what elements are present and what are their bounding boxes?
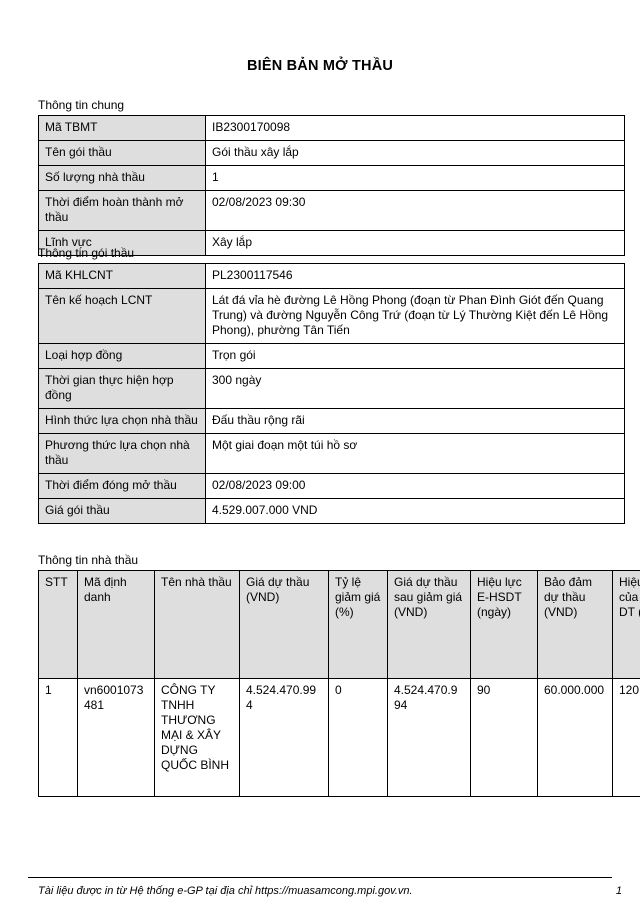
package-info-heading: Thông tin gói thầu bbox=[38, 246, 135, 260]
table-header-row: STT Mã định danh Tên nhà thầu Giá dự thầ… bbox=[38, 570, 640, 679]
table-row: Lĩnh vực Xây lắp bbox=[38, 230, 625, 256]
table-row: Thời điểm hoàn thành mở thầu 02/08/2023 … bbox=[38, 190, 625, 231]
bidder-info-table: STT Mã định danh Tên nhà thầu Giá dự thầ… bbox=[38, 570, 640, 797]
row-label: Phương thức lựa chọn nhà thầu bbox=[38, 433, 206, 474]
table-row: Thời điểm đóng mở thầu 02/08/2023 09:00 bbox=[38, 473, 625, 499]
bidder-info-section: Thông tin nhà thầu STT Mã định danh Tên … bbox=[38, 552, 640, 797]
cell-discount-pct: 0 bbox=[328, 678, 388, 797]
row-label: Lĩnh vực bbox=[38, 230, 206, 256]
row-value: Xây lắp bbox=[205, 230, 625, 256]
row-value: 02/08/2023 09:30 bbox=[205, 190, 625, 231]
row-label: Loại hợp đồng bbox=[38, 343, 206, 369]
table-row: Phương thức lựa chọn nhà thầu Một giai đ… bbox=[38, 433, 625, 474]
row-label: Thời điểm hoàn thành mở thầu bbox=[38, 190, 206, 231]
row-value: 300 ngày bbox=[205, 368, 625, 409]
page-number: 1 bbox=[615, 885, 622, 897]
column-header-stt: STT bbox=[38, 570, 78, 679]
table-row: 1 vn6001073481 CÔNG TY TNHH THƯƠNG MẠI &… bbox=[38, 678, 640, 797]
general-info-table: Mã TBMT IB2300170098 Tên gói thầu Gói th… bbox=[38, 115, 625, 256]
package-info-table: Mã KHLCNT PL2300117546 Tên kế hoạch LCNT… bbox=[38, 263, 625, 524]
table-row: Mã TBMT IB2300170098 bbox=[38, 115, 625, 141]
row-label: Tên gói thầu bbox=[38, 140, 206, 166]
cell-bid-guarantee: 60.000.000 bbox=[537, 678, 613, 797]
row-label: Hình thức lựa chọn nhà thầu bbox=[38, 408, 206, 434]
row-label: Thời điểm đóng mở thầu bbox=[38, 473, 206, 499]
cell-bid-price: 4.524.470.994 bbox=[239, 678, 329, 797]
table-row: Tên kế hoạch LCNT Lát đá vỉa hè đường Lê… bbox=[38, 288, 625, 344]
cell-bidder-name: CÔNG TY TNHH THƯƠNG MẠI & XÂY DỰNG QUỐC … bbox=[154, 678, 240, 797]
row-value: Một giai đoạn một túi hồ sơ bbox=[205, 433, 625, 474]
page-footer: Tài liệu được in từ Hệ thống e-GP tại đị… bbox=[38, 884, 622, 898]
row-value: Đấu thầu rộng rãi bbox=[205, 408, 625, 434]
bidder-info-heading: Thông tin nhà thầu bbox=[38, 553, 139, 567]
table-row: Tên gói thầu Gói thầu xây lắp bbox=[38, 140, 625, 166]
cell-price-after-discount: 4.524.470.994 bbox=[387, 678, 471, 797]
footer-divider bbox=[28, 877, 612, 878]
column-header-ehsdt-validity: Hiệu lực E-HSDT (ngày) bbox=[470, 570, 538, 679]
column-header-guarantee-validity: Hiệu lực của BĐ DT (ngày) bbox=[612, 570, 640, 679]
column-header-bid-price: Giá dự thầu (VND) bbox=[239, 570, 329, 679]
table-row: Giá gói thầu 4.529.007.000 VND bbox=[38, 498, 625, 524]
row-value: Gói thầu xây lắp bbox=[205, 140, 625, 166]
row-label: Giá gói thầu bbox=[38, 498, 206, 524]
row-value: Lát đá vỉa hè đường Lê Hồng Phong (đoạn … bbox=[205, 288, 625, 344]
row-label: Tên kế hoạch LCNT bbox=[38, 288, 206, 344]
row-label: Số lượng nhà thầu bbox=[38, 165, 206, 191]
table-row: Mã KHLCNT PL2300117546 bbox=[38, 263, 625, 289]
column-header-code: Mã định danh bbox=[77, 570, 155, 679]
row-label: Thời gian thực hiện hợp đồng bbox=[38, 368, 206, 409]
general-info-heading: Thông tin chung bbox=[38, 98, 125, 112]
column-header-discount-pct: Tỷ lệ giảm giá (%) bbox=[328, 570, 388, 679]
table-row: Thời gian thực hiện hợp đồng 300 ngày bbox=[38, 368, 625, 409]
general-info-section: Thông tin chung Mã TBMT IB2300170098 Tên… bbox=[38, 97, 625, 256]
column-header-bidder-name: Tên nhà thầu bbox=[154, 570, 240, 679]
row-value: 1 bbox=[205, 165, 625, 191]
row-value: Trọn gói bbox=[205, 343, 625, 369]
column-header-bid-guarantee: Bảo đảm dự thầu (VND) bbox=[537, 570, 613, 679]
page-title: BIÊN BẢN MỞ THẦU bbox=[246, 58, 394, 74]
row-value: IB2300170098 bbox=[205, 115, 625, 141]
footer-note: Tài liệu được in từ Hệ thống e-GP tại đị… bbox=[38, 885, 413, 897]
row-label: Mã TBMT bbox=[38, 115, 206, 141]
cell-ehsdt-validity: 90 bbox=[470, 678, 538, 797]
column-header-price-after-discount: Giá dự thầu sau giảm giá (VND) bbox=[387, 570, 471, 679]
table-row: Số lượng nhà thầu 1 bbox=[38, 165, 625, 191]
row-value: 4.529.007.000 VND bbox=[205, 498, 625, 524]
row-value: PL2300117546 bbox=[205, 263, 625, 289]
package-info-section: Thông tin gói thầu Mã KHLCNT PL230011754… bbox=[38, 245, 625, 524]
table-row: Hình thức lựa chọn nhà thầu Đấu thầu rộn… bbox=[38, 408, 625, 434]
row-label: Mã KHLCNT bbox=[38, 263, 206, 289]
cell-guarantee-validity: 120 bbox=[612, 678, 640, 797]
table-row: Loại hợp đồng Trọn gói bbox=[38, 343, 625, 369]
cell-stt: 1 bbox=[38, 678, 78, 797]
cell-code: vn6001073481 bbox=[77, 678, 155, 797]
row-value: 02/08/2023 09:00 bbox=[205, 473, 625, 499]
